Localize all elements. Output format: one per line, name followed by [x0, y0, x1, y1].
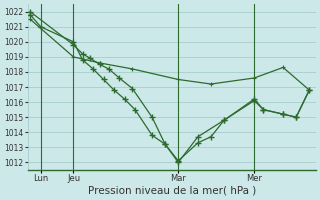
- X-axis label: Pression niveau de la mer( hPa ): Pression niveau de la mer( hPa ): [88, 186, 256, 196]
